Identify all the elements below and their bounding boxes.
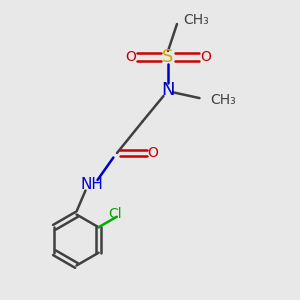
Text: O: O bbox=[148, 146, 158, 160]
Text: CH₃: CH₃ bbox=[210, 94, 236, 107]
Text: O: O bbox=[125, 50, 136, 64]
Text: N: N bbox=[161, 81, 175, 99]
Text: Cl: Cl bbox=[109, 207, 122, 221]
Text: NH: NH bbox=[80, 177, 103, 192]
Text: CH₃: CH₃ bbox=[183, 13, 209, 26]
Text: S: S bbox=[162, 48, 174, 66]
Text: O: O bbox=[200, 50, 211, 64]
